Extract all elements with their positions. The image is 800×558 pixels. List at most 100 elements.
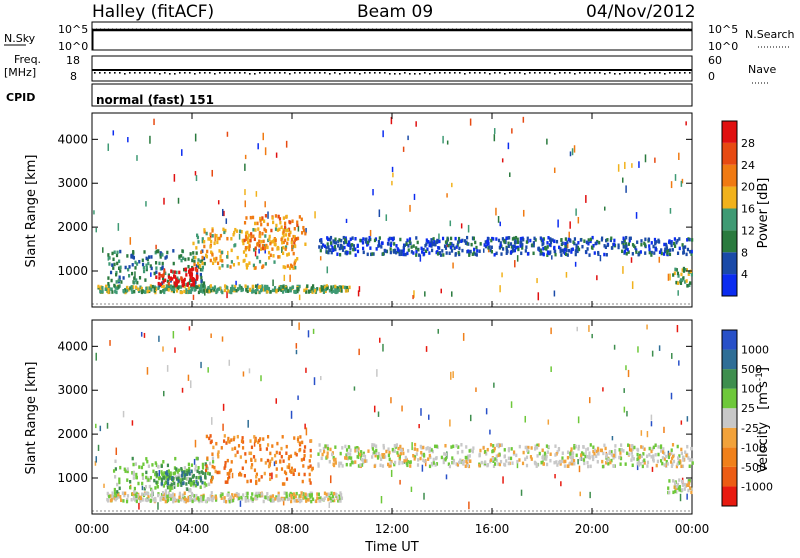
echo-cell bbox=[236, 229, 239, 233]
echo-cell bbox=[397, 453, 400, 458]
echo-cell bbox=[465, 456, 468, 460]
echo-cell bbox=[176, 483, 180, 487]
echo-cell bbox=[497, 444, 500, 449]
echo-cell bbox=[371, 447, 375, 451]
echo-cell bbox=[544, 246, 547, 251]
echo-cell bbox=[201, 261, 204, 266]
nave-point bbox=[174, 73, 176, 75]
echo-cell bbox=[187, 480, 191, 485]
nave-point bbox=[439, 72, 441, 74]
echo-cell bbox=[183, 497, 187, 501]
echo-cell bbox=[521, 461, 525, 466]
echo-cell bbox=[545, 247, 548, 251]
echo-cell bbox=[630, 451, 633, 455]
echo-cell bbox=[484, 244, 488, 249]
echo-cell bbox=[200, 250, 203, 254]
echo-cell bbox=[281, 287, 284, 291]
echo-cell bbox=[258, 259, 262, 264]
echo-cell bbox=[149, 264, 152, 268]
echo-cell bbox=[187, 462, 190, 467]
echo-cell bbox=[347, 445, 350, 449]
echo-cell bbox=[196, 482, 199, 486]
echo-cell bbox=[134, 271, 136, 280]
echo-cell bbox=[519, 240, 522, 245]
x-tick-label: 00:00 bbox=[75, 522, 110, 536]
echo-cell bbox=[260, 458, 263, 462]
echo-cell bbox=[171, 492, 174, 496]
echo-cell bbox=[214, 259, 217, 263]
echo-cell bbox=[445, 251, 448, 255]
echo-cell bbox=[669, 460, 673, 464]
echo-cell bbox=[537, 292, 540, 301]
echo-cell bbox=[329, 499, 333, 503]
echo-cell bbox=[525, 455, 529, 460]
echo-cell bbox=[146, 476, 149, 480]
echo-cell bbox=[622, 242, 625, 247]
echo-cell bbox=[617, 164, 620, 172]
echo-cell bbox=[354, 253, 357, 257]
echo-cell bbox=[394, 250, 398, 255]
echo-cell bbox=[108, 262, 111, 266]
echo-cell bbox=[584, 250, 588, 254]
echo-cell bbox=[298, 284, 301, 289]
echo-cell bbox=[202, 256, 206, 261]
echo-cell bbox=[626, 410, 628, 417]
echo-cell bbox=[358, 348, 360, 356]
echo-cell bbox=[337, 244, 340, 248]
echo-cell bbox=[290, 466, 294, 471]
echo-cell bbox=[142, 462, 145, 466]
echo-cell bbox=[237, 496, 241, 501]
echo-cell bbox=[404, 252, 407, 257]
echo-cell bbox=[602, 387, 604, 392]
echo-cell bbox=[241, 436, 244, 440]
y-tick-label: 3000 bbox=[57, 383, 88, 397]
echo-cell bbox=[232, 437, 235, 442]
nave-point bbox=[374, 72, 376, 74]
echo-cell bbox=[119, 269, 122, 273]
echo-cell bbox=[346, 288, 349, 293]
echo-cell bbox=[553, 246, 556, 251]
echo-cell bbox=[307, 289, 311, 294]
echo-cell bbox=[153, 478, 156, 483]
echo-cell bbox=[229, 495, 232, 499]
echo-cell bbox=[288, 463, 291, 467]
echo-cell bbox=[122, 276, 125, 280]
echo-cell bbox=[385, 449, 388, 454]
echo-cell bbox=[173, 471, 177, 475]
nave-point bbox=[479, 72, 481, 74]
echo-cell bbox=[310, 499, 313, 504]
echo-cell bbox=[542, 457, 545, 461]
echo-cell bbox=[421, 250, 424, 254]
echo-cell bbox=[199, 476, 202, 481]
echo-cell bbox=[233, 493, 237, 498]
freq-tick-top: 18 bbox=[66, 54, 80, 67]
colorbar-tick-label: 25 bbox=[741, 402, 755, 415]
echo-cell bbox=[375, 247, 378, 251]
nave-point bbox=[594, 72, 596, 74]
echo-cell bbox=[141, 498, 144, 502]
echo-cell bbox=[621, 249, 624, 254]
echo-cell bbox=[161, 261, 164, 266]
echo-cell bbox=[341, 446, 344, 450]
echo-cell bbox=[189, 268, 192, 272]
echo-cell bbox=[267, 497, 270, 501]
echo-cell bbox=[267, 287, 271, 291]
echo-cell bbox=[138, 259, 141, 264]
echo-cell bbox=[131, 471, 134, 475]
echo-cell bbox=[516, 459, 519, 464]
echo-cell bbox=[290, 470, 293, 474]
echo-cell bbox=[259, 234, 262, 239]
echo-cell bbox=[231, 447, 234, 451]
echo-cell bbox=[263, 227, 266, 232]
echo-cell bbox=[296, 223, 299, 228]
echo-cell bbox=[560, 481, 562, 487]
echo-cell bbox=[310, 286, 314, 290]
echo-cell bbox=[217, 454, 220, 459]
echo-cell bbox=[685, 252, 688, 257]
echo-cell bbox=[277, 498, 280, 502]
echo-cell bbox=[261, 231, 264, 236]
echo-cell bbox=[150, 266, 153, 271]
nave-point bbox=[414, 73, 416, 75]
echo-cell bbox=[356, 455, 359, 459]
echo-cell bbox=[191, 481, 194, 486]
